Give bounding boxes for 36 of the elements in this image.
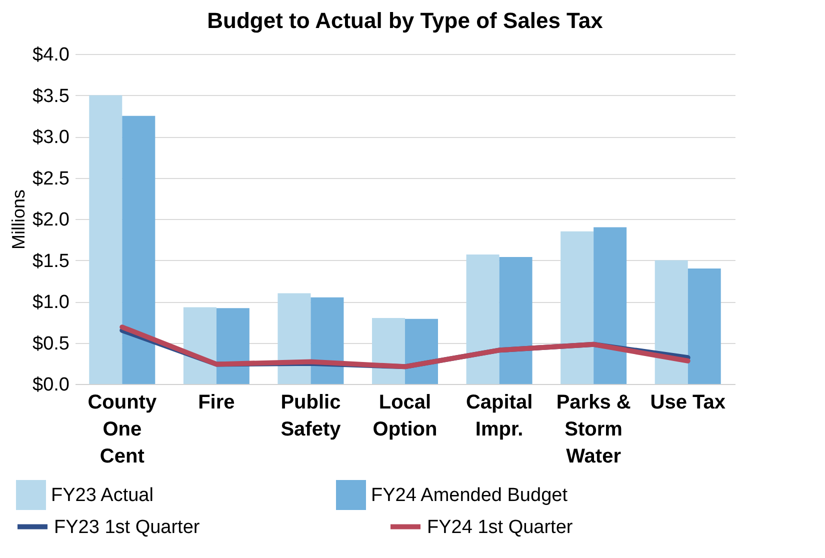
x-tick-label: Parks & Storm Water	[556, 392, 631, 468]
y-tick-label: $0.0	[32, 374, 70, 396]
bar	[688, 268, 721, 384]
x-tick-label: Capital Impr.	[466, 392, 533, 440]
y-tick-label: $1.5	[32, 250, 70, 272]
y-tick-label: $2.0	[32, 210, 70, 230]
x-tick-label: Fire	[198, 392, 235, 414]
bar	[310, 297, 344, 384]
x-tick-label: County One Cent	[88, 392, 158, 468]
x-tick-label: Local Option	[372, 392, 438, 440]
bar	[405, 318, 438, 384]
x-tick-label: Public Safety	[280, 392, 342, 440]
legend-label: FY23 1st Quarter	[54, 516, 200, 538]
y-tick-label: $0.5	[32, 333, 70, 354]
y-tick-label: $1.0	[32, 292, 70, 313]
legend-label: FY24 Amended Budget	[371, 485, 568, 506]
bar	[654, 260, 688, 384]
y-tick-label: $4.0	[32, 44, 70, 66]
legend-label: FY24 1st Quarter	[427, 516, 574, 538]
bar	[372, 318, 405, 384]
bar	[499, 256, 532, 384]
y-tick-label: $3.0	[32, 127, 70, 148]
y-tick-label: $3.5	[32, 86, 70, 107]
x-tick-label: Use Tax	[650, 392, 726, 414]
bar	[466, 254, 500, 384]
legend-label: FY23 Actual	[51, 485, 154, 506]
bar	[278, 293, 311, 384]
y-tick-label: $2.5	[32, 168, 70, 190]
bar	[216, 308, 250, 384]
y-axis-title: Millions	[8, 189, 29, 250]
bar	[594, 227, 627, 384]
bar	[183, 307, 216, 384]
bar	[560, 231, 594, 384]
chart-title: Budget to Actual by Type of Sales Tax	[207, 8, 604, 33]
bar	[89, 95, 122, 384]
bar	[122, 116, 156, 384]
